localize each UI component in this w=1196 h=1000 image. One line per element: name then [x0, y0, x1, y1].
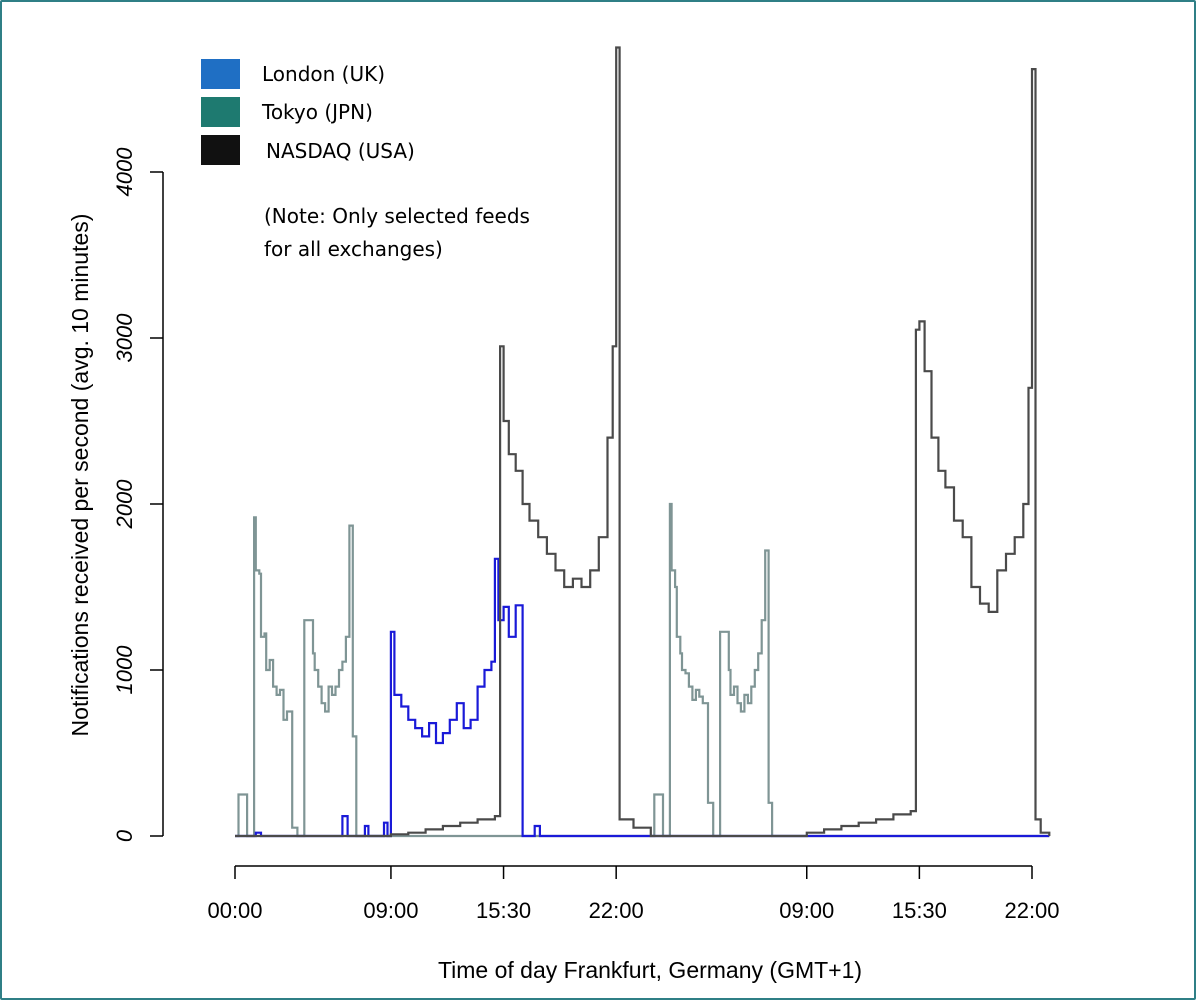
x-tick-label: 22:00	[589, 898, 644, 923]
note-line-1: (Note: Only selected feeds	[264, 204, 530, 228]
y-tick-label: 2000	[112, 479, 137, 530]
x-tick-label: 09:00	[363, 898, 418, 923]
series-layer	[235, 46, 1051, 838]
legend-label-london: London (UK)	[262, 62, 385, 86]
y-tick-label: 4000	[112, 147, 137, 197]
x-tick-label: 09:00	[779, 898, 834, 923]
y-axis-label: Notifications received per second (avg. …	[67, 214, 93, 737]
x-tick-label: 00:00	[207, 898, 262, 923]
y-tick-label: 3000	[112, 313, 137, 363]
legend-swatch-tokyo	[201, 97, 240, 127]
series-line-london-uk	[235, 557, 1050, 838]
x-tick-label: 15:30	[476, 898, 531, 923]
x-axis-label: Time of day Frankfurt, Germany (GMT+1)	[438, 957, 862, 983]
y-tick-label: 0	[112, 829, 137, 842]
legend-label-tokyo: Tokyo (JPN)	[261, 100, 373, 124]
legend: London (UK) Tokyo (JPN) NASDAQ (USA) (No…	[201, 59, 530, 261]
x-tick-label: 22:00	[1004, 898, 1059, 923]
legend-swatch-nasdaq	[201, 135, 240, 165]
legend-swatch-london	[201, 59, 240, 89]
x-tick-label: 15:30	[892, 898, 947, 923]
x-axis: 00:00 09:00 15:30 22:00 09:00 15:30 22:00	[207, 865, 1060, 923]
y-tick-label: 1000	[112, 645, 137, 695]
series-line-nasdaq-usa	[235, 46, 1051, 838]
y-axis: 0 1000 2000 3000 4000	[112, 147, 164, 842]
legend-label-nasdaq: NASDAQ (USA)	[266, 139, 415, 163]
series-line-tokyo-jpn	[235, 502, 1050, 838]
note-line-2: for all exchanges)	[264, 237, 443, 261]
